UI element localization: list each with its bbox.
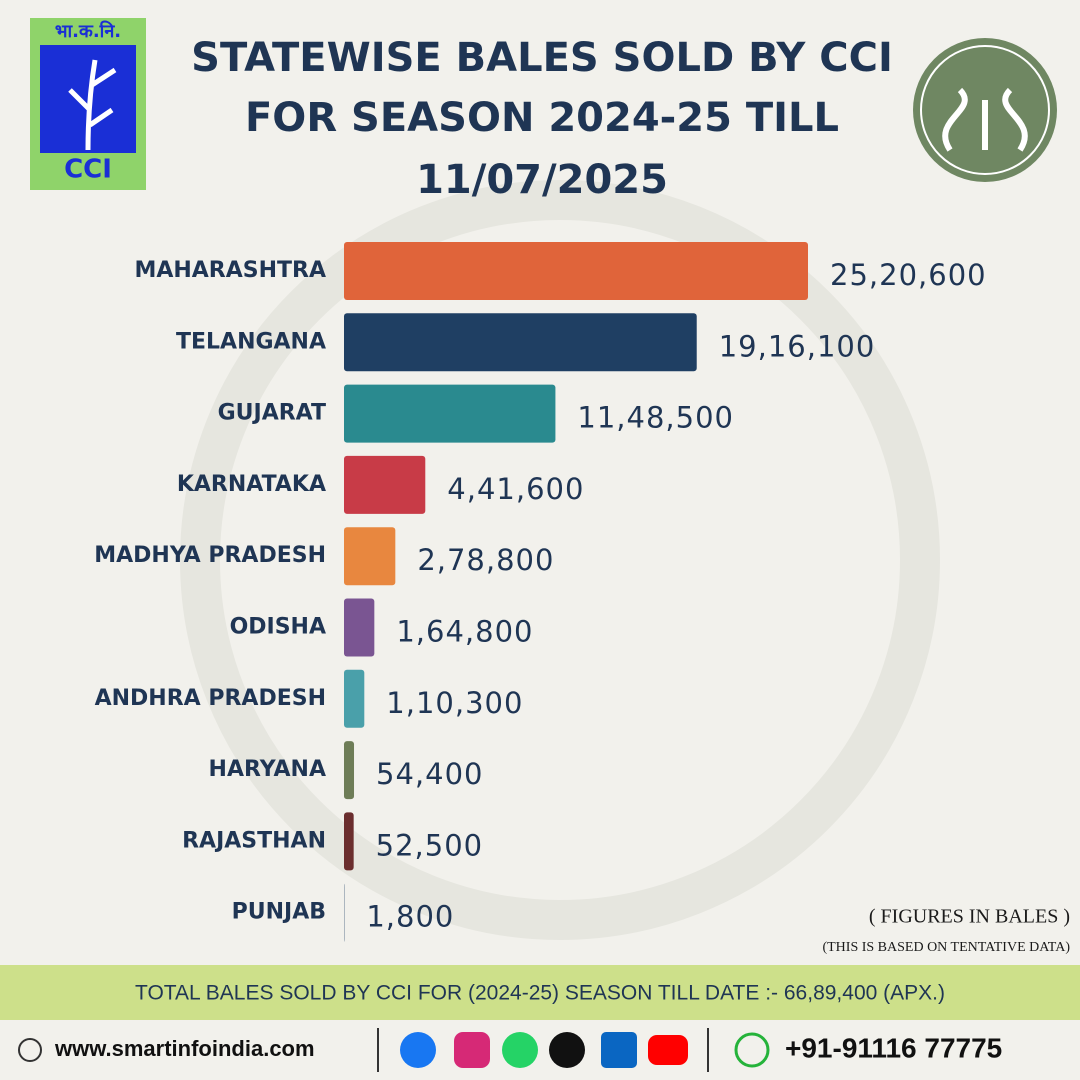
linkedin-icon[interactable] xyxy=(601,1032,637,1068)
value-label: 4,41,600 xyxy=(447,472,584,506)
bar xyxy=(344,455,426,514)
youtube-icon[interactable] xyxy=(648,1035,688,1065)
value-label: 1,800 xyxy=(366,900,454,934)
bar xyxy=(344,242,808,300)
value-label: 1,10,300 xyxy=(386,686,523,720)
bar xyxy=(344,384,556,443)
note: (THIS IS BASED ON TENTATIVE DATA) xyxy=(822,940,1070,955)
website[interactable]: www.smartinfoindia.com xyxy=(54,1036,315,1061)
bar xyxy=(344,669,365,728)
phone: +91-91116 77775 xyxy=(785,1032,1002,1063)
bar-chart: MAHARASHTRA 25,20,600 TELANGANA 19,16,100 GU… xyxy=(94,242,986,942)
title-line: 11/07/2025 xyxy=(416,157,668,203)
category-label: ODISHA xyxy=(230,615,326,640)
bar xyxy=(344,527,396,586)
value-label: 1,64,800 xyxy=(396,615,533,649)
logo-cci: CCI xyxy=(64,155,112,185)
title-line: STATEWISE BALES SOLD BY CCI xyxy=(191,35,893,81)
bar xyxy=(344,598,375,657)
globe-icon xyxy=(18,1038,42,1062)
total-text: TOTAL BALES SOLD BY CCI FOR (2024-25) SE… xyxy=(135,982,945,1005)
sis-logo-ring xyxy=(920,45,1050,175)
category-label: TELANGANA xyxy=(176,329,326,354)
value-label: 25,20,600 xyxy=(830,258,987,292)
facebook-icon[interactable] xyxy=(400,1032,436,1068)
value-label: 11,48,500 xyxy=(577,401,734,435)
category-label: RAJASTHAN xyxy=(182,828,326,853)
bar xyxy=(344,741,355,800)
total-banner xyxy=(0,965,1080,1020)
note: ( FIGURES IN BALES ) xyxy=(869,906,1070,928)
phone-icon xyxy=(734,1032,770,1068)
logo-hindi: भा.क.नि. xyxy=(55,20,121,42)
value-label: 2,78,800 xyxy=(417,543,554,577)
category-label: MADHYA PRADESH xyxy=(94,543,326,568)
x-icon[interactable] xyxy=(549,1032,585,1068)
category-label: PUNJAB xyxy=(232,900,326,925)
watermark xyxy=(180,180,940,940)
sis-logo-mark xyxy=(942,87,1028,152)
instagram-icon[interactable] xyxy=(454,1032,490,1068)
bar xyxy=(344,812,354,871)
title-line: FOR SEASON 2024-25 TILL xyxy=(245,95,839,141)
bar xyxy=(344,313,697,372)
value-label: 52,500 xyxy=(376,828,483,862)
category-label: MAHARASHTRA xyxy=(134,258,326,283)
category-label: KARNATAKA xyxy=(177,472,326,497)
whatsapp-icon[interactable] xyxy=(502,1032,538,1068)
category-label: GUJARAT xyxy=(218,401,326,426)
cci-logo-plant xyxy=(68,59,117,151)
category-label: HARYANA xyxy=(209,757,326,782)
category-label: ANDHRA PRADESH xyxy=(95,686,326,711)
value-label: 19,16,100 xyxy=(719,329,876,363)
value-label: 54,400 xyxy=(376,757,483,791)
